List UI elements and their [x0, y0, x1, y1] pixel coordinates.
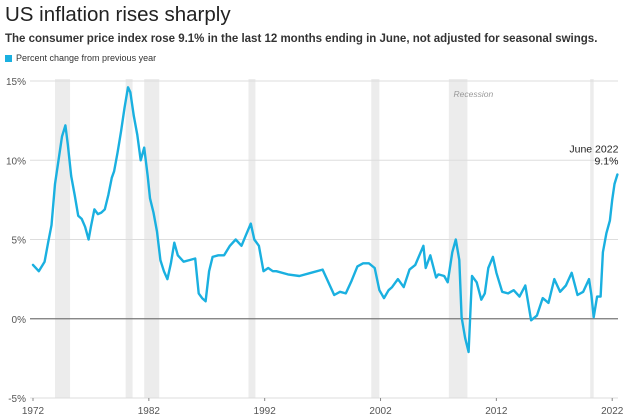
recession-label: Recession: [454, 89, 494, 99]
y-tick-label: -5%: [8, 394, 26, 405]
recession-band: [590, 79, 594, 398]
recession-band: [55, 79, 71, 398]
recession-band: [371, 79, 380, 398]
chart-title: US inflation rises sharply: [5, 3, 231, 26]
x-tick-label: 1972: [22, 406, 45, 417]
annotation-value: 9.1%: [594, 156, 618, 168]
chart-subtitle: The consumer price index rose 9.1% in th…: [5, 33, 598, 45]
legend-label: Percent change from previous year: [16, 53, 157, 63]
legend: Percent change from previous year: [5, 53, 156, 63]
y-tick-label: 0%: [12, 315, 27, 326]
x-tick-label: 2012: [485, 406, 508, 417]
recession-band: [248, 79, 256, 398]
annotation-date: June 2022: [569, 144, 618, 156]
y-tick-label: 15%: [6, 77, 26, 88]
x-tick-label: 2002: [369, 406, 392, 417]
legend-swatch: [5, 54, 12, 62]
cpi-line: [31, 86, 619, 354]
y-tick-label: 10%: [6, 156, 26, 167]
recession-band: [448, 79, 468, 398]
y-tick-label: 5%: [12, 236, 27, 247]
recession-band: [125, 79, 133, 398]
x-tick-label: 2022: [601, 406, 624, 417]
x-tick-label: 1992: [254, 406, 277, 417]
x-tick-label: 1982: [138, 406, 161, 417]
